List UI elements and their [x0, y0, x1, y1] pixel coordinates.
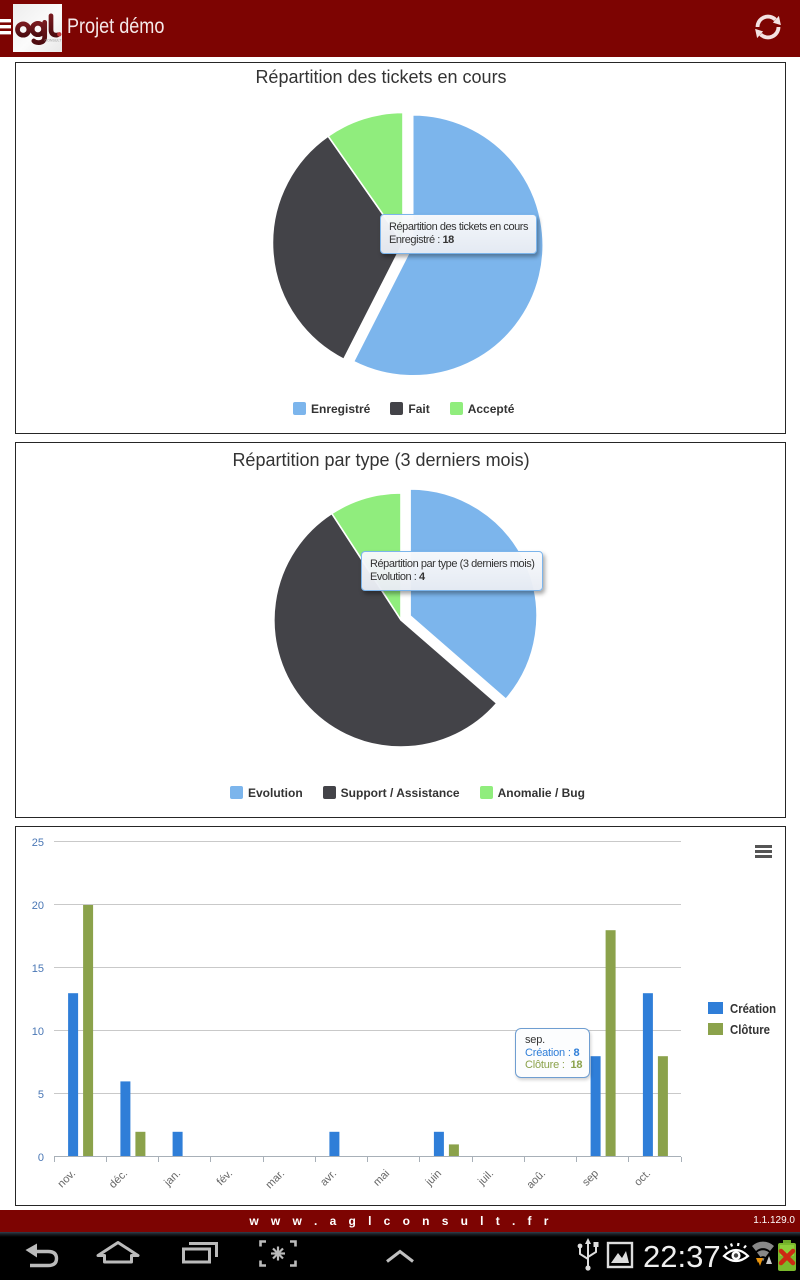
- svg-text:avr.: avr.: [318, 1168, 339, 1189]
- svg-text:20: 20: [32, 900, 44, 912]
- svg-text:mar.: mar.: [263, 1168, 287, 1192]
- svg-text:déc.: déc.: [107, 1168, 130, 1191]
- svg-text:juin: juin: [423, 1168, 444, 1189]
- svg-text:5: 5: [38, 1089, 44, 1101]
- svg-text:Clôture: Clôture: [730, 1023, 770, 1037]
- svg-text:fév.: fév.: [215, 1168, 235, 1188]
- svg-text:juil.: juil.: [475, 1168, 496, 1189]
- svg-text:jan.: jan.: [161, 1168, 183, 1190]
- svg-text:sep: sep: [580, 1168, 601, 1189]
- svg-text:25: 25: [32, 837, 44, 849]
- svg-text:oct.: oct.: [632, 1168, 653, 1189]
- svg-text:CONSULT: CONSULT: [45, 39, 63, 43]
- svg-text:22:37: 22:37: [643, 1239, 721, 1274]
- svg-text:0: 0: [38, 1152, 44, 1164]
- svg-text:aoû.: aoû.: [524, 1168, 548, 1192]
- svg-text:mai: mai: [371, 1168, 392, 1189]
- svg-text:10: 10: [32, 1026, 44, 1038]
- svg-text:nov.: nov.: [56, 1168, 79, 1191]
- svg-text:15: 15: [32, 963, 44, 975]
- svg-text:Création: Création: [730, 1002, 776, 1016]
